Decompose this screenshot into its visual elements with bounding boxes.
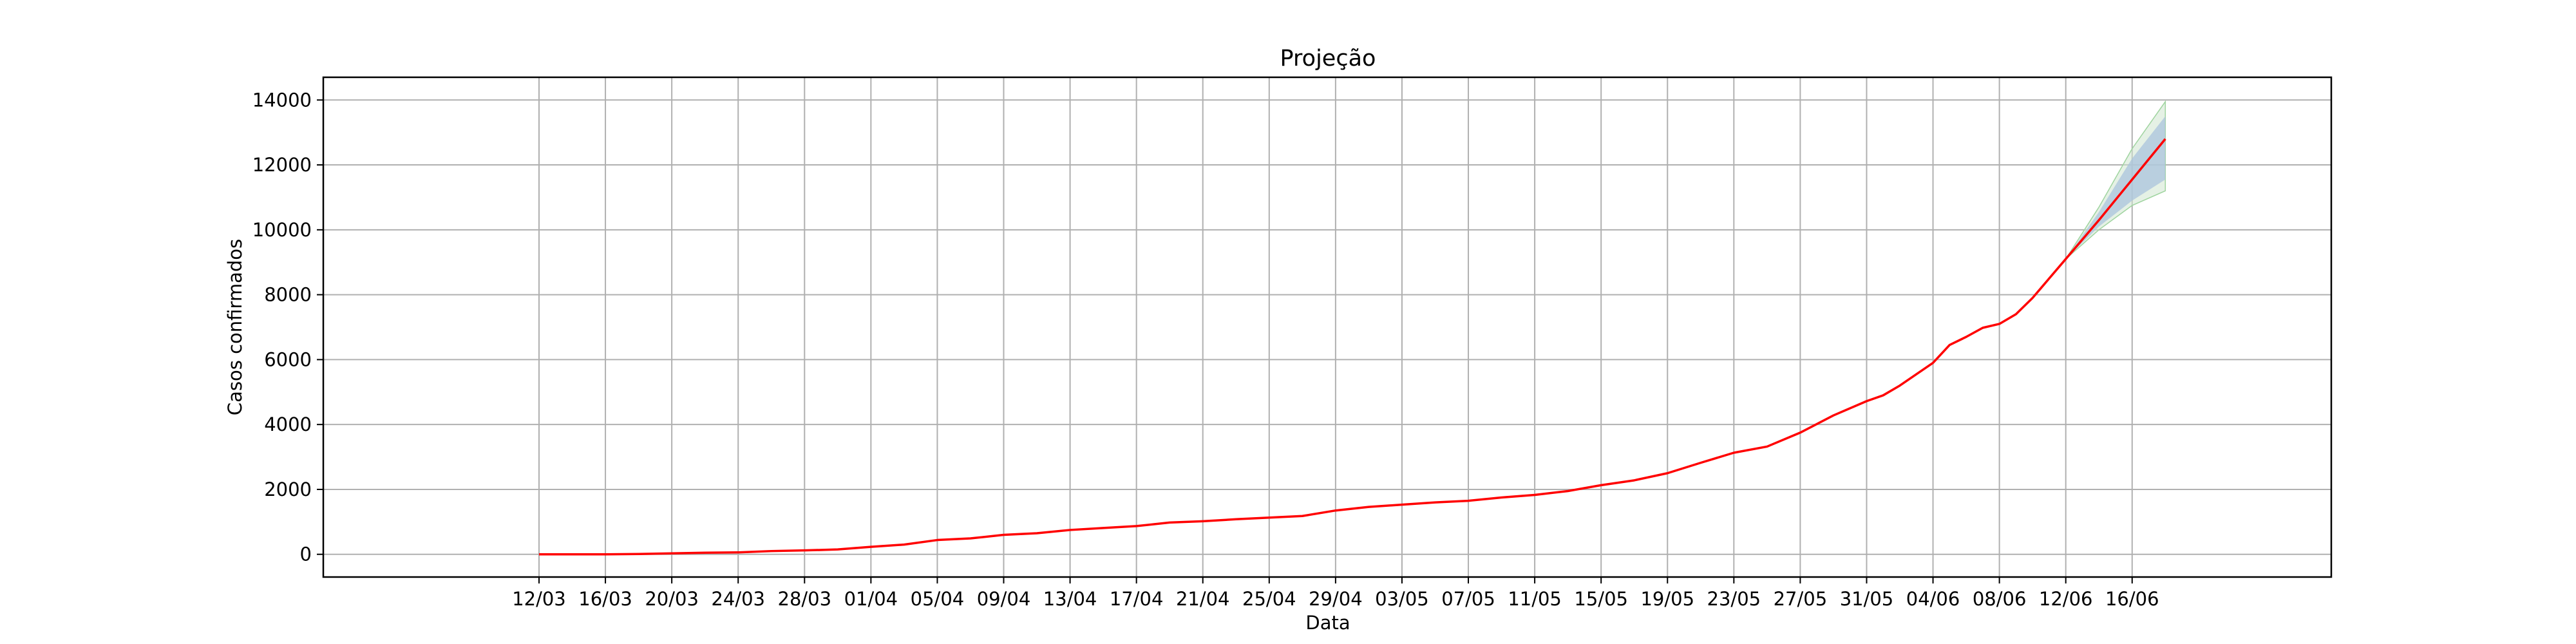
- x-tick-label: 29/04: [1309, 588, 1363, 610]
- x-axis-label: Data: [1305, 612, 1350, 634]
- x-tick-label: 23/05: [1707, 588, 1761, 610]
- x-axis: 12/03 16/03 20/03 24/03 28/03 01/04 05/04 09/04…: [512, 577, 2159, 610]
- y-tick-label: 10000: [252, 219, 312, 241]
- y-axis: 0 2000 4000 6000 8000 10000 12000 14000: [252, 89, 323, 565]
- y-tick-label: 0: [300, 544, 312, 565]
- x-tick-label: 08/06: [1973, 588, 2027, 610]
- series-lines: [538, 138, 2166, 556]
- x-tick-label: 04/06: [1906, 588, 1960, 610]
- x-tick-label: 19/05: [1640, 588, 1694, 610]
- y-tick-label: 14000: [252, 89, 312, 111]
- y-axis-label: Casos confirmados: [224, 239, 246, 415]
- x-tick-label: 20/03: [645, 588, 699, 610]
- x-tick-label: 31/05: [1840, 588, 1894, 610]
- y-tick-label: 6000: [264, 348, 312, 370]
- y-tick-label: 12000: [252, 154, 312, 176]
- x-tick-label: 17/04: [1110, 588, 1164, 610]
- x-tick-label: 15/05: [1574, 588, 1628, 610]
- x-tick-label: 24/03: [711, 588, 765, 610]
- x-tick-label: 05/04: [911, 588, 965, 610]
- x-tick-label: 12/06: [2039, 588, 2093, 610]
- x-tick-label: 12/03: [512, 588, 566, 610]
- x-tick-label: 01/04: [844, 588, 898, 610]
- projection-band-inner: [2065, 116, 2166, 260]
- x-tick-label: 16/06: [2105, 588, 2159, 610]
- x-tick-label: 09/04: [977, 588, 1031, 610]
- projection-band: [2065, 100, 2166, 260]
- x-tick-label: 11/05: [1508, 588, 1562, 610]
- y-tick-label: 4000: [264, 413, 312, 435]
- x-tick-label: 13/04: [1043, 588, 1097, 610]
- x-tick-label: 07/05: [1441, 588, 1495, 610]
- x-tick-label: 16/03: [578, 588, 632, 610]
- y-tick-label: 2000: [264, 478, 312, 500]
- x-tick-label: 28/03: [778, 588, 832, 610]
- x-tick-label: 25/04: [1242, 588, 1296, 610]
- x-tick-label: 27/05: [1774, 588, 1828, 610]
- y-tick-label: 8000: [264, 284, 312, 306]
- grid: [323, 77, 2331, 577]
- series-line: [538, 138, 2166, 556]
- chart-title: Projeção: [1280, 46, 1376, 71]
- x-tick-label: 21/04: [1176, 588, 1230, 610]
- x-tick-label: 03/05: [1375, 588, 1429, 610]
- plot-frame: [322, 76, 2333, 578]
